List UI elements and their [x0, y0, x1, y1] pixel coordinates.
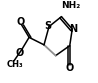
Text: CH₃: CH₃ [7, 60, 23, 69]
Text: S: S [45, 21, 52, 31]
Text: O: O [16, 48, 24, 58]
Text: O: O [17, 17, 25, 27]
Text: O: O [66, 63, 74, 73]
Text: N: N [69, 24, 78, 34]
Text: NH₂: NH₂ [61, 1, 80, 10]
